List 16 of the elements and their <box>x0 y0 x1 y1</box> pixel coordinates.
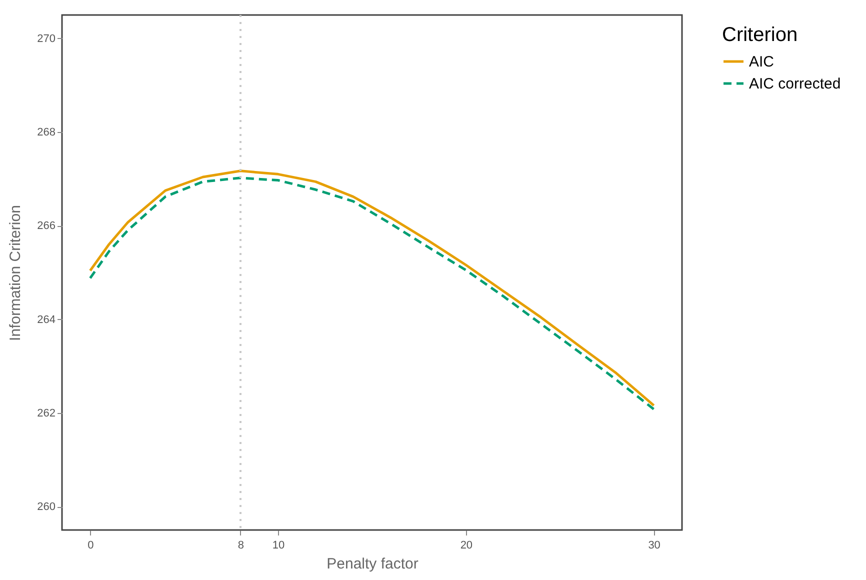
x-tick-label: 30 <box>648 540 660 552</box>
x-tick-label: 0 <box>88 540 94 552</box>
y-tick-label: 260 <box>37 501 56 514</box>
y-axis-title: Information Criterion <box>7 205 24 341</box>
y-tick-label: 268 <box>37 126 56 139</box>
y-tick-label: 262 <box>37 407 56 420</box>
legend-title: Criterion <box>722 24 798 46</box>
x-axis-title: Penalty factor <box>326 556 418 572</box>
legend-label: AIC corrected <box>749 76 841 92</box>
legend-label: AIC <box>749 54 774 70</box>
x-tick-label: 8 <box>238 540 244 552</box>
x-tick-label: 10 <box>272 540 285 552</box>
y-tick-label: 270 <box>37 32 56 45</box>
y-tick-label: 266 <box>37 220 56 232</box>
x-tick-label: 20 <box>460 540 473 552</box>
y-tick-label: 264 <box>37 314 56 326</box>
